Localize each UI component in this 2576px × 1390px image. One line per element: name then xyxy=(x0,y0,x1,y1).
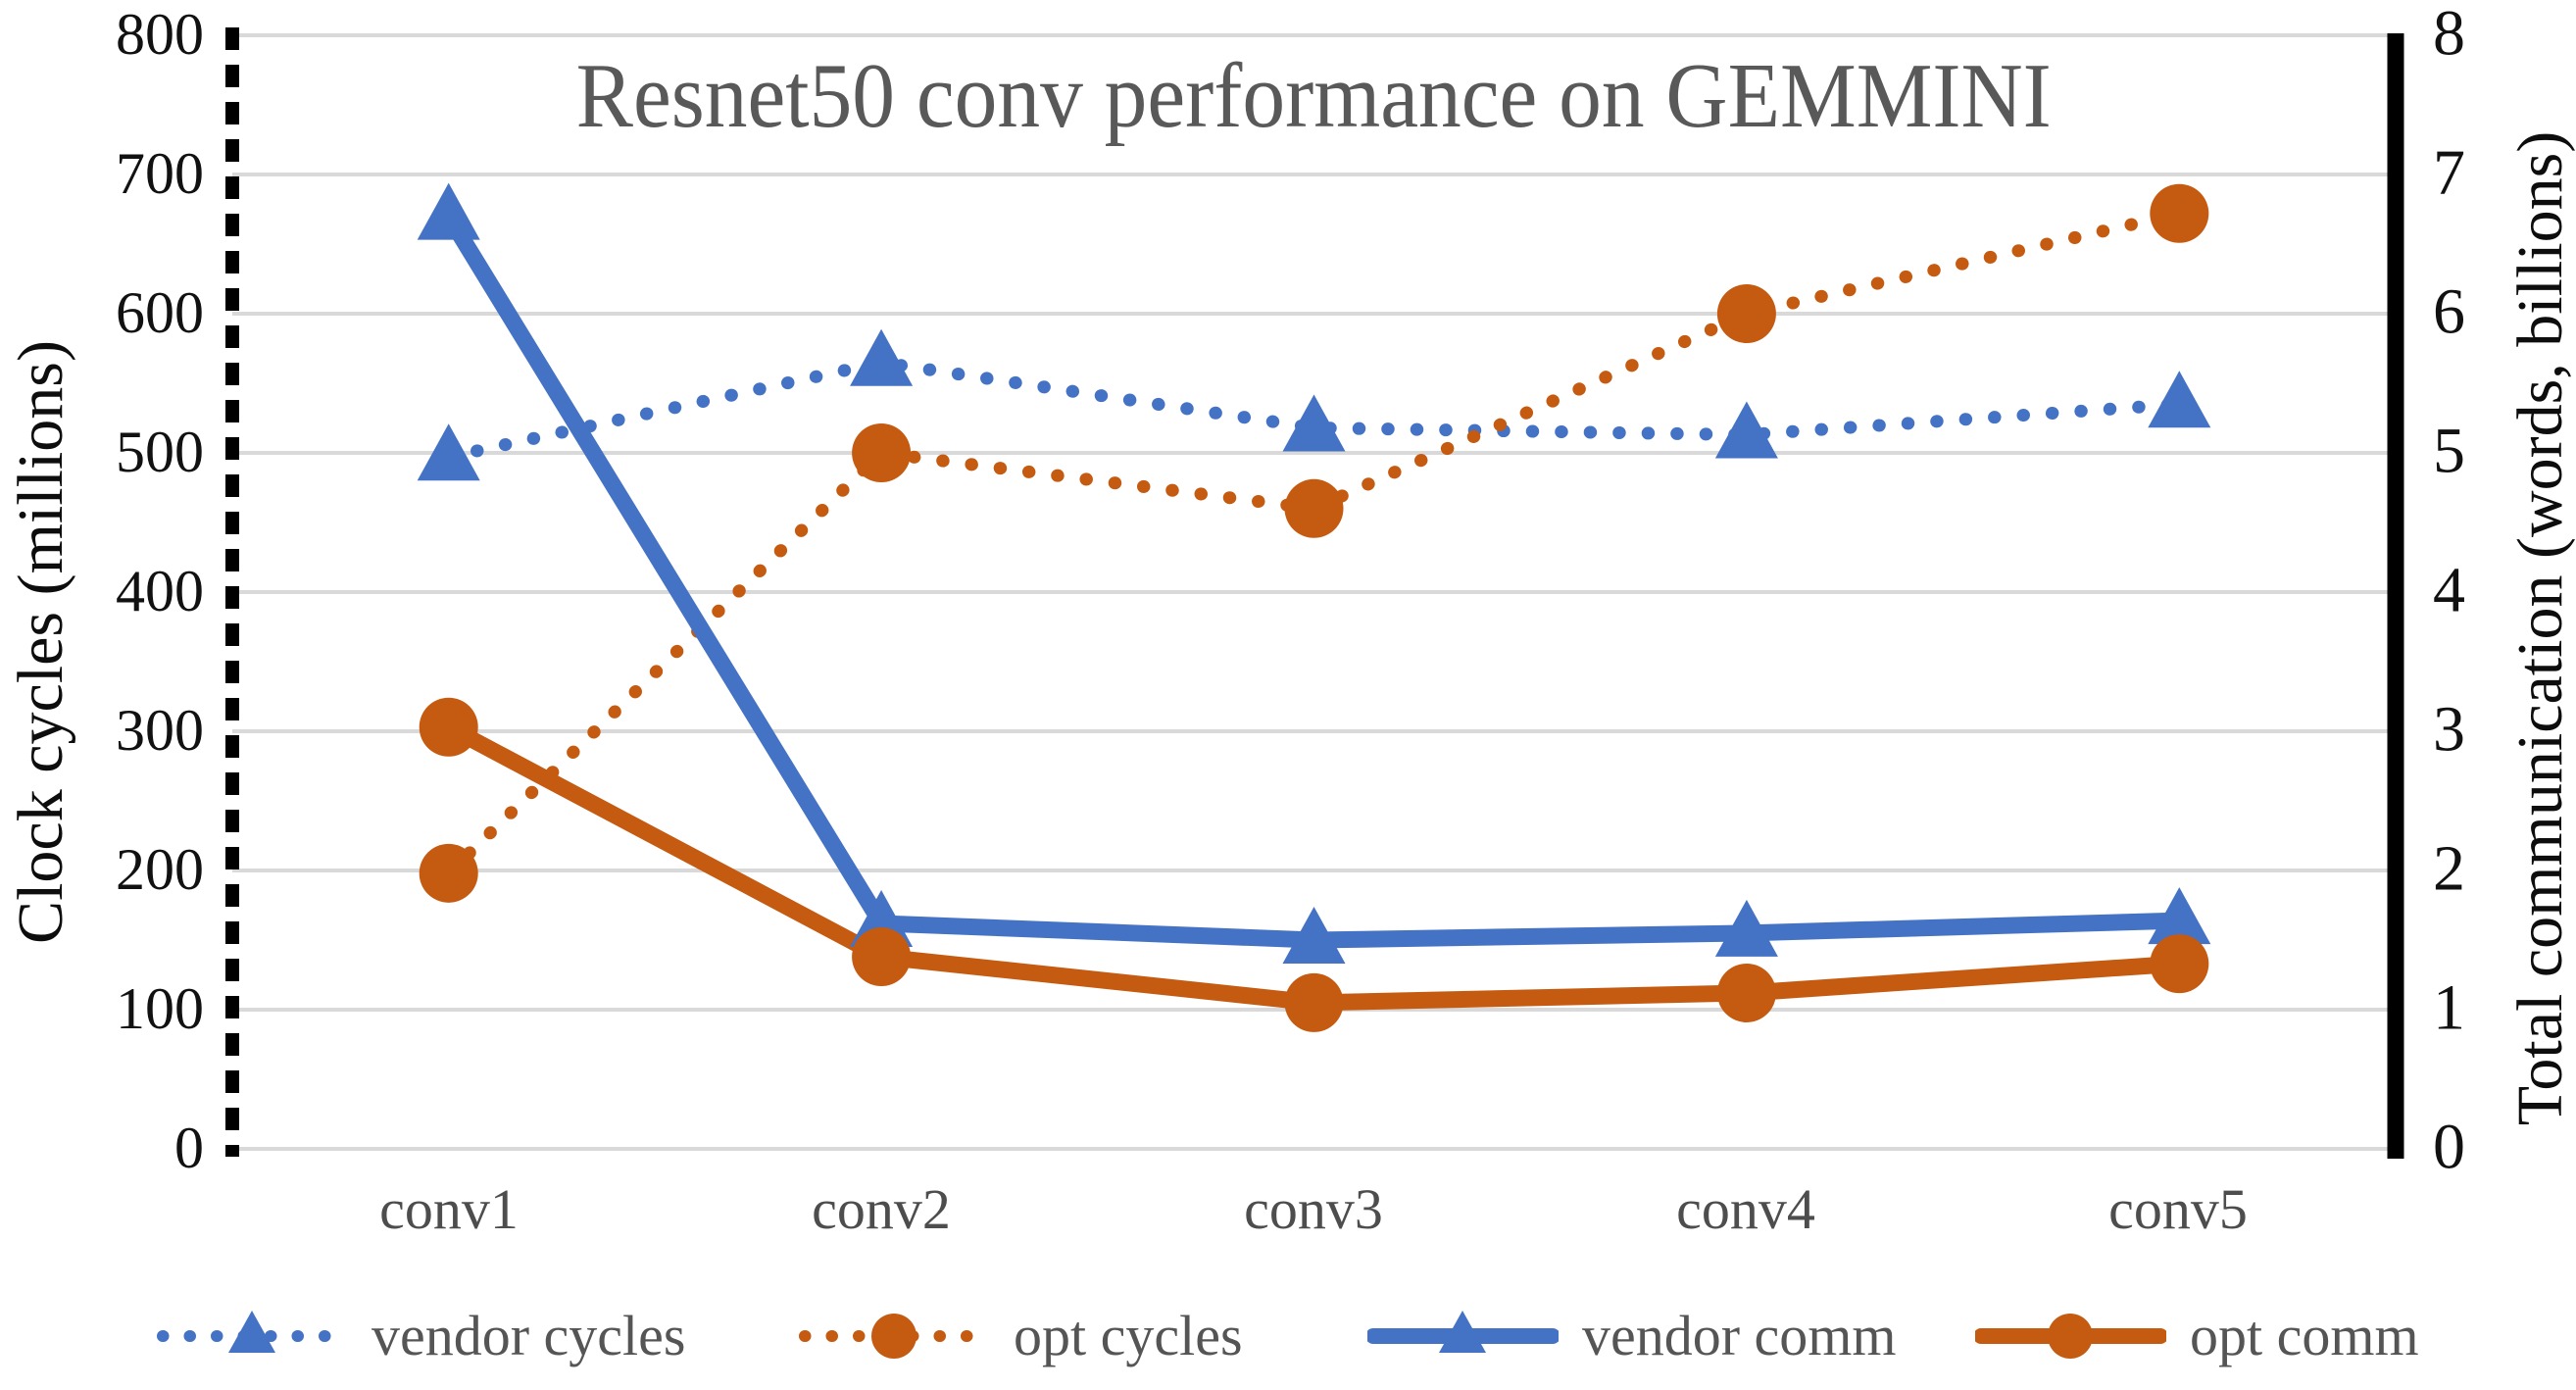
x-tick-conv3: conv3 xyxy=(1244,1177,1383,1241)
vendor-comm-legend-marker-icon xyxy=(1367,1311,1559,1353)
left-tick-200: 200 xyxy=(116,836,204,902)
series-lines xyxy=(440,207,2188,1012)
right-tick-4: 4 xyxy=(2433,554,2465,626)
legend-label: vendor comm xyxy=(1582,1304,1897,1367)
legend-item-vendor-cycles: vendor cycles xyxy=(157,1292,685,1380)
x-tick-conv2: conv2 xyxy=(812,1177,951,1241)
left-tick-300: 300 xyxy=(116,697,204,763)
right-tick-0: 0 xyxy=(2433,1111,2465,1183)
left-tick-100: 100 xyxy=(116,975,204,1041)
opt-cycles-legend-marker-icon xyxy=(799,1314,990,1359)
right-tick-8: 8 xyxy=(2433,0,2465,70)
right-tick-6: 6 xyxy=(2433,275,2465,348)
legend-label: opt cycles xyxy=(1014,1304,1243,1367)
legend-label: opt comm xyxy=(2190,1304,2419,1367)
legend-label: vendor cycles xyxy=(372,1304,686,1367)
left-tick-0: 0 xyxy=(174,1115,204,1180)
right-tick-5: 5 xyxy=(2433,415,2465,487)
legend-item-opt-comm: opt comm xyxy=(1975,1292,2419,1380)
right-tick-7: 7 xyxy=(2433,136,2465,209)
x-tick-conv5: conv5 xyxy=(2108,1177,2248,1241)
vendor-cycles-legend-marker-icon xyxy=(157,1311,348,1353)
x-tick-conv1: conv1 xyxy=(379,1177,519,1241)
right-tick-2: 2 xyxy=(2433,832,2465,905)
chart-title: Resnet50 conv performance on GEMMINI xyxy=(575,45,2052,147)
left-tick-800: 800 xyxy=(116,1,204,67)
x-tick-conv4: conv4 xyxy=(1676,1177,1815,1241)
left-tick-500: 500 xyxy=(116,419,204,484)
series-markers xyxy=(417,182,2211,1032)
opt-comm-legend-marker-icon xyxy=(1975,1314,2166,1359)
legend-item-vendor-comm: vendor comm xyxy=(1367,1292,1897,1380)
left-tick-600: 600 xyxy=(116,279,204,345)
legend: vendor cycles opt cycles vendor comm opt… xyxy=(0,1292,2576,1380)
left-axis-title: Clock cycles (millions) xyxy=(5,340,76,944)
left-tick-400: 400 xyxy=(116,558,204,623)
legend-item-opt-cycles: opt cycles xyxy=(799,1292,1243,1380)
right-tick-1: 1 xyxy=(2433,971,2465,1044)
left-tick-700: 700 xyxy=(116,140,204,206)
right-tick-3: 3 xyxy=(2433,693,2465,766)
